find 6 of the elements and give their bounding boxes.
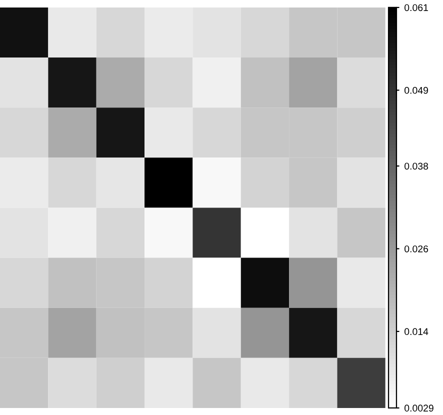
color-bar-label: 0.061 [404,4,428,12]
color-bar-label: 0.038 [404,162,428,170]
color-bar-label: 0.0029 [404,404,434,412]
color-bar-label: 0.049 [404,86,428,94]
color-bar-label: 0.014 [404,328,428,336]
color-bar-label: 0.026 [404,245,428,252]
